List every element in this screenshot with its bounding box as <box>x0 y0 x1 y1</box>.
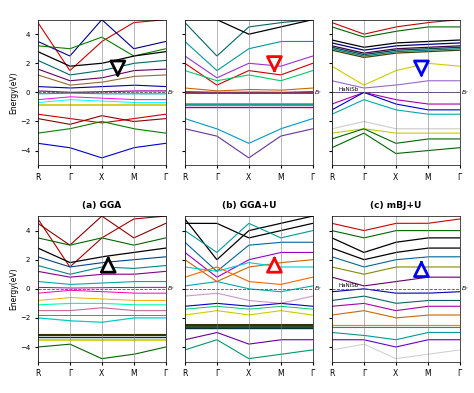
X-axis label: (b) GGA+U: (b) GGA+U <box>222 201 276 210</box>
X-axis label: (c) mBJ+U: (c) mBJ+U <box>370 201 421 210</box>
Text: $E_F$: $E_F$ <box>461 285 470 293</box>
Text: $E_F$: $E_F$ <box>314 285 323 293</box>
Text: $E_F$: $E_F$ <box>167 88 175 97</box>
Text: $E_F$: $E_F$ <box>314 88 323 97</box>
Text: $E_F$: $E_F$ <box>167 285 175 293</box>
Text: $E_F$: $E_F$ <box>461 88 470 97</box>
X-axis label: (a) GGA: (a) GGA <box>82 201 121 210</box>
Y-axis label: Energy(eV): Energy(eV) <box>9 268 18 310</box>
Text: HaNiSb: HaNiSb <box>338 283 359 288</box>
Y-axis label: Energy(eV): Energy(eV) <box>9 71 18 114</box>
Text: HaNiSb: HaNiSb <box>338 87 359 92</box>
